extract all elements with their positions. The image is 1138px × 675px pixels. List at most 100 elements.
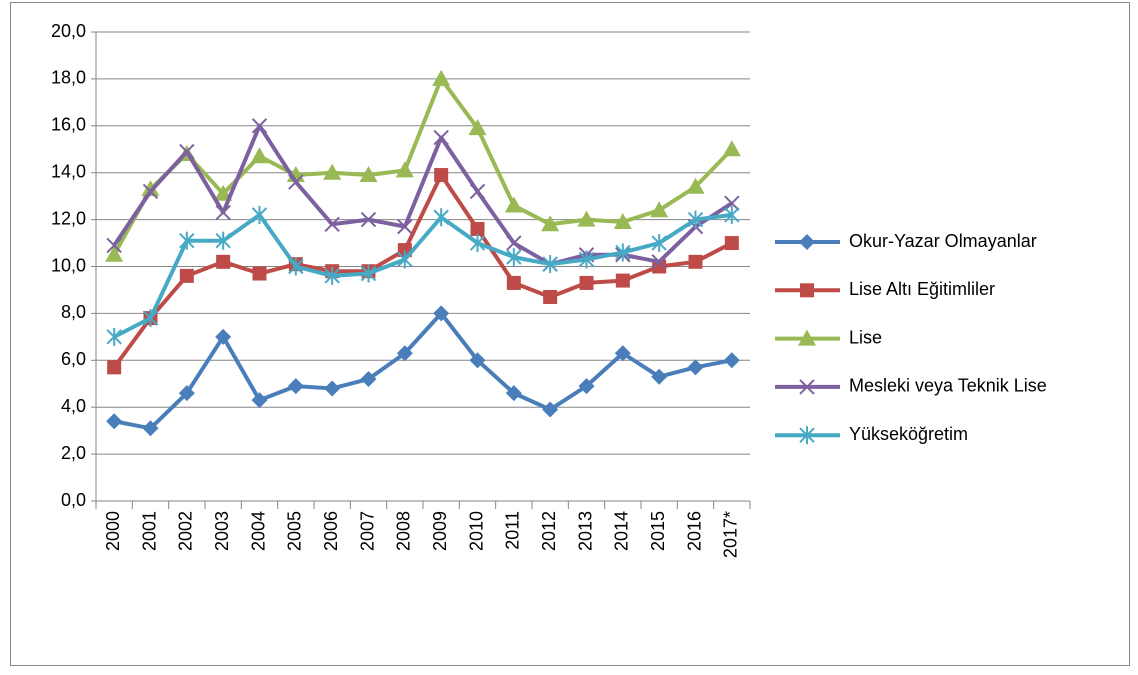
x-tick-label: 2017* xyxy=(721,511,741,558)
marker xyxy=(505,385,522,402)
marker xyxy=(251,205,268,224)
marker-shape xyxy=(469,352,486,369)
y-tick-label: 20,0 xyxy=(51,21,86,41)
x-tick-label: 2007 xyxy=(357,511,377,551)
marker xyxy=(799,379,815,395)
marker xyxy=(468,119,487,136)
marker-shape xyxy=(397,218,413,235)
marker-shape xyxy=(434,168,449,183)
x-tick-label: 2000 xyxy=(103,511,123,551)
series-line xyxy=(112,123,733,267)
marker xyxy=(799,426,815,445)
x-tick-label: 2005 xyxy=(285,511,305,551)
marker xyxy=(469,183,486,200)
marker xyxy=(433,305,450,322)
marker xyxy=(395,161,414,178)
marker xyxy=(215,231,231,250)
marker xyxy=(614,345,631,362)
marker-shape xyxy=(106,413,123,430)
legend-label: Yükseköğretim xyxy=(849,424,968,444)
marker-shape xyxy=(288,174,304,190)
marker xyxy=(324,266,340,285)
marker xyxy=(579,275,594,290)
marker-shape xyxy=(543,289,558,304)
marker-shape xyxy=(106,237,122,254)
marker xyxy=(215,204,231,221)
y-tick-label: 0,0 xyxy=(61,490,86,510)
marker-shape xyxy=(542,401,559,418)
marker xyxy=(542,401,559,418)
marker xyxy=(724,236,739,251)
marker xyxy=(432,69,451,86)
marker xyxy=(251,392,268,409)
x-tick-label: 2015 xyxy=(648,511,668,551)
x-tick-label: 2003 xyxy=(212,511,232,551)
marker xyxy=(724,195,740,211)
marker xyxy=(578,250,595,269)
marker-shape xyxy=(433,305,450,322)
marker-shape xyxy=(651,254,667,270)
marker xyxy=(433,129,449,146)
marker xyxy=(651,254,667,270)
marker-shape xyxy=(504,196,523,213)
y-tick-label: 14,0 xyxy=(51,161,86,181)
marker xyxy=(724,205,740,224)
legend-label: Lise xyxy=(849,327,882,347)
x-tick-label: 2012 xyxy=(539,511,559,551)
marker-shape xyxy=(107,360,122,375)
marker xyxy=(106,413,123,430)
marker-shape xyxy=(614,345,631,362)
marker-shape xyxy=(798,329,816,346)
marker-shape xyxy=(469,183,486,200)
marker-shape xyxy=(432,69,451,86)
x-tick-label: 2006 xyxy=(321,511,341,551)
marker-shape xyxy=(142,183,159,200)
y-tick-label: 16,0 xyxy=(51,115,86,135)
marker-shape xyxy=(179,143,195,160)
marker xyxy=(577,210,596,227)
x-tick-label: 2001 xyxy=(139,511,159,551)
marker-shape xyxy=(251,118,268,134)
x-tick-label: 2008 xyxy=(394,511,414,551)
x-tick-label: 2002 xyxy=(176,511,196,551)
marker-shape xyxy=(505,385,522,402)
marker-shape xyxy=(506,275,521,290)
marker xyxy=(178,385,195,402)
marker-shape xyxy=(799,234,815,250)
marker xyxy=(215,328,232,345)
y-tick-label: 4,0 xyxy=(61,396,86,416)
y-tick-label: 2,0 xyxy=(61,443,86,463)
y-tick-label: 12,0 xyxy=(51,208,86,228)
x-tick-label: 2009 xyxy=(430,511,450,551)
marker xyxy=(506,235,522,251)
marker xyxy=(798,329,816,346)
chart-frame xyxy=(10,2,1130,666)
marker-shape xyxy=(323,163,342,180)
marker-shape xyxy=(541,215,560,232)
marker-shape xyxy=(251,392,268,409)
y-tick-label: 10,0 xyxy=(51,255,86,275)
marker-shape xyxy=(395,161,414,178)
legend-label: Lise Altı Eğitimliler xyxy=(849,279,995,299)
marker xyxy=(252,266,267,281)
marker-shape xyxy=(579,275,594,290)
marker xyxy=(615,243,631,262)
marker xyxy=(359,166,378,183)
marker-shape xyxy=(142,420,159,437)
series-line xyxy=(113,212,733,339)
marker xyxy=(800,283,814,298)
marker xyxy=(251,118,268,134)
x-tick-label: 2013 xyxy=(575,511,595,551)
marker xyxy=(688,254,703,269)
x-tick-label: 2011 xyxy=(503,511,523,550)
marker xyxy=(141,180,160,197)
marker-shape xyxy=(470,221,485,236)
x-tick-label: 2016 xyxy=(684,511,704,551)
marker xyxy=(613,212,632,229)
marker xyxy=(360,211,377,228)
marker xyxy=(397,250,413,269)
marker xyxy=(324,216,340,232)
marker-shape xyxy=(215,204,231,221)
marker xyxy=(107,360,122,375)
marker-shape xyxy=(360,211,377,228)
